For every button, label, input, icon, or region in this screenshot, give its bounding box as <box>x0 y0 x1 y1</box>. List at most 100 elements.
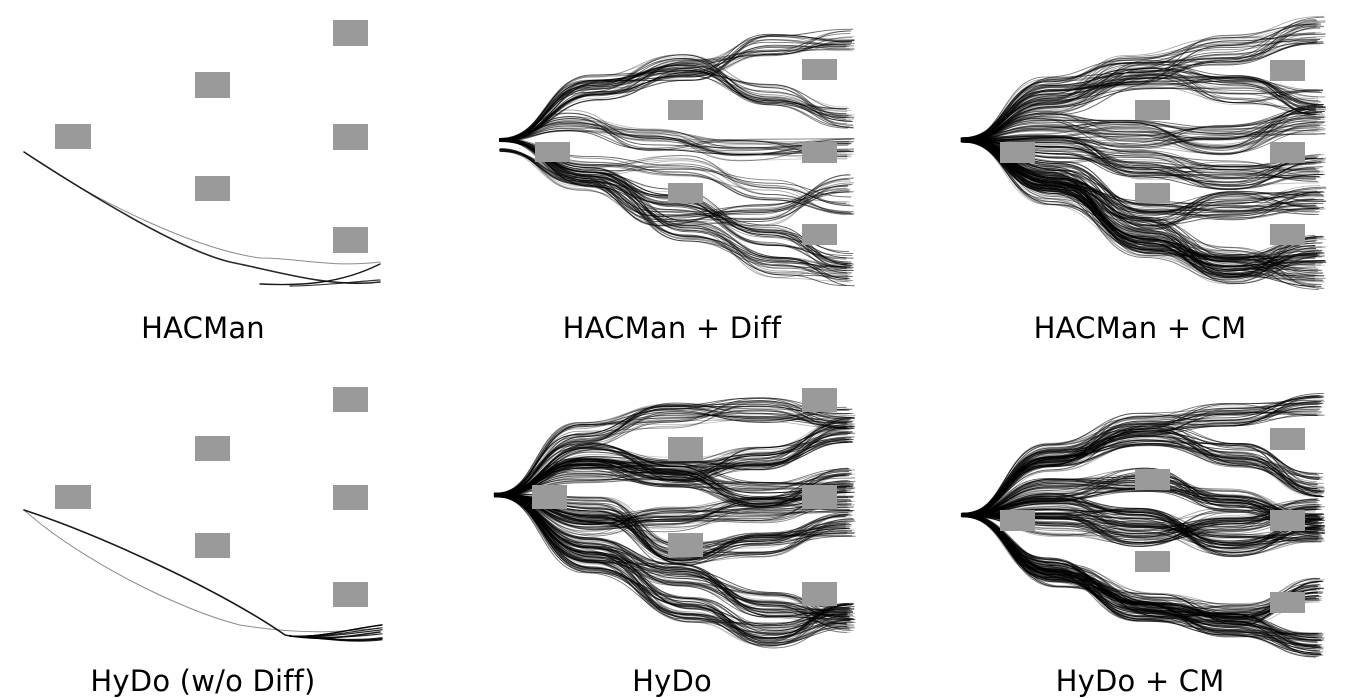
obstacle-block <box>802 485 837 509</box>
trajectory-line <box>960 140 1324 219</box>
trajectory-line <box>962 83 1319 139</box>
trajectory-line <box>961 513 1324 639</box>
trajectory-line <box>961 495 1318 556</box>
trajectory-line <box>494 473 851 495</box>
trajectory-line <box>960 32 1316 142</box>
trajectory-plot <box>960 15 1327 290</box>
trajectory-line <box>961 116 1327 147</box>
trajectory-line <box>962 516 1321 648</box>
obstacle-block <box>1270 142 1305 163</box>
trajectory-line <box>960 67 1321 141</box>
trajectory-line <box>961 106 1326 142</box>
trajectory-line <box>493 404 848 496</box>
trajectory-line <box>499 66 847 142</box>
trajectory-line <box>962 33 1326 139</box>
trajectory-line <box>495 397 850 498</box>
trajectory-line <box>961 139 1324 262</box>
trajectory-line <box>499 33 854 142</box>
trajectory-line <box>494 408 849 494</box>
trajectory-line <box>961 33 1317 142</box>
trajectory-line <box>494 494 847 609</box>
trajectory-line <box>495 401 846 496</box>
trajectory-line <box>494 496 850 617</box>
trajectory-line <box>499 41 851 141</box>
trajectory-plot <box>23 387 383 642</box>
trajectory-line <box>961 513 1323 625</box>
trajectory-line <box>498 43 855 140</box>
trajectory-line <box>961 514 1324 622</box>
panel-hacman-diff <box>440 0 890 300</box>
trajectory-line <box>494 401 849 496</box>
trajectory-line <box>961 83 1324 139</box>
trajectory-line <box>494 423 849 496</box>
trajectory-line <box>961 515 1321 609</box>
trajectory-line <box>499 41 853 142</box>
trajectory-line <box>960 427 1317 517</box>
trajectory-line <box>961 113 1323 147</box>
obstacle-block <box>1135 183 1170 203</box>
trajectory-line <box>500 147 849 224</box>
trajectory-line <box>962 124 1321 142</box>
trajectory-line <box>495 495 854 645</box>
obstacle-block <box>532 485 567 509</box>
trajectory-line <box>961 139 1318 286</box>
trajectory-line <box>498 126 855 153</box>
obstacle-block <box>333 227 368 253</box>
trajectory-line <box>500 48 851 141</box>
trajectory-line <box>962 439 1317 517</box>
trajectory-line <box>961 117 1325 144</box>
trajectory-line <box>961 435 1325 517</box>
obstacle-block <box>668 533 703 557</box>
trajectory-line <box>495 494 850 537</box>
trajectory-line <box>494 402 848 497</box>
trajectory-line <box>494 495 850 535</box>
trajectory-line <box>499 149 854 222</box>
trajectory-line <box>499 150 852 220</box>
trajectory-line <box>962 138 1315 217</box>
trajectory-line <box>961 514 1324 635</box>
trajectory-line <box>961 503 1317 544</box>
trajectory-line <box>961 138 1319 227</box>
trajectory-line <box>962 74 1319 141</box>
trajectory-line <box>494 493 853 522</box>
trajectory-line <box>962 105 1323 148</box>
obstacle-block <box>1135 100 1170 120</box>
trajectory-line <box>960 78 1316 143</box>
trajectory-line <box>961 109 1315 156</box>
trajectory-line <box>499 122 848 160</box>
trajectory-line <box>494 494 850 618</box>
trajectory-line <box>961 139 1321 213</box>
obstacle-block <box>1270 510 1305 531</box>
caption-hacman-cm: HACMan + CM <box>1033 311 1247 345</box>
trajectory-line <box>494 457 848 505</box>
trajectory-line <box>499 47 854 142</box>
trajectory-line <box>499 128 852 158</box>
trajectory-line <box>961 502 1316 550</box>
trajectory-line <box>962 115 1325 149</box>
trajectory-line <box>961 514 1318 613</box>
trajectory-line <box>961 42 1324 142</box>
trajectory-line <box>960 444 1324 515</box>
obstacle-block <box>195 72 230 98</box>
trajectory-line <box>961 514 1321 611</box>
trajectory-line <box>494 494 851 609</box>
trajectory-line <box>961 504 1325 545</box>
trajectory-line <box>494 462 853 498</box>
trajectory-line <box>960 408 1320 516</box>
trajectory-line <box>494 493 852 525</box>
trajectory-line <box>960 508 1326 547</box>
trajectory-line <box>493 433 856 495</box>
trajectory-line <box>494 494 854 642</box>
trajectory-line <box>495 439 846 497</box>
trajectory-line <box>960 140 1324 283</box>
trajectory-line <box>498 122 847 156</box>
trajectory-line <box>493 409 847 496</box>
trajectory-line <box>499 139 849 264</box>
trajectory-line <box>962 141 1324 274</box>
trajectory-line <box>962 138 1319 261</box>
trajectory-line <box>493 490 848 520</box>
trajectory-line <box>962 75 1321 143</box>
trajectory-line <box>494 460 856 494</box>
trajectory-line <box>500 139 849 213</box>
trajectory-line <box>961 512 1323 646</box>
